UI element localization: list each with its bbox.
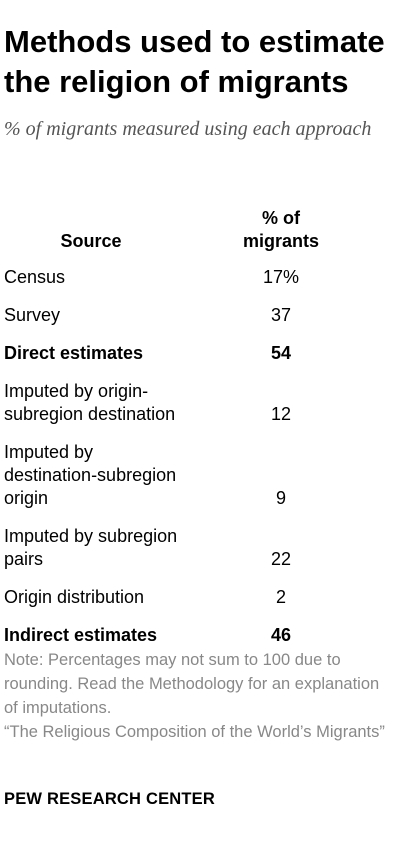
cell: Direct estimates [4, 343, 144, 363]
title: Methods used to estimate the religion of… [4, 24, 385, 99]
cell: 54 [270, 343, 292, 363]
cell: Imputed by destination-subregion origin [4, 442, 177, 508]
row: Origin distribution 2 [0, 579, 400, 617]
cell: 9 [275, 488, 286, 508]
row: Imputed by destination-subregion origin 9 [0, 434, 400, 518]
header-row: Source % of migrants [0, 200, 400, 259]
cell: Survey [4, 305, 61, 325]
column-header: Source [60, 231, 122, 251]
cell: Origin distribution [4, 587, 145, 607]
cell: 37 [270, 305, 292, 325]
cell: Indirect estimates [4, 625, 158, 645]
source: “The Religious Composition of the World’… [4, 723, 385, 741]
row: Imputed by subregion pairs 22 [0, 518, 400, 579]
cell: 12 [270, 404, 292, 424]
table: Source % of migrants Census 17% Survey 37 … [0, 200, 400, 655]
brand: PEW RESEARCH CENTER [4, 790, 215, 808]
note: Note: Percentages may not sum to 100 due… [4, 651, 380, 717]
cell: Census [4, 267, 66, 287]
cell: 2 [275, 587, 286, 607]
row: Survey 37 [0, 297, 400, 335]
column-header: % of migrants [242, 208, 320, 251]
cell: 46 [270, 625, 292, 645]
row: Imputed by origin-subregion destination 1… [0, 373, 400, 434]
row: Census 17% [0, 259, 400, 297]
cell: Imputed by subregion pairs [4, 526, 178, 569]
total-row: Indirect estimates 46 [0, 617, 400, 655]
cell: Imputed by origin-subregion destination [4, 381, 176, 424]
subtitle: % of migrants measured using each approa… [4, 118, 372, 140]
cell: 22 [270, 549, 292, 569]
notes: Note: Percentages may not sum to 100 due… [4, 648, 396, 744]
cell: 17% [262, 267, 300, 287]
total-row: Direct estimates 54 [0, 335, 400, 373]
